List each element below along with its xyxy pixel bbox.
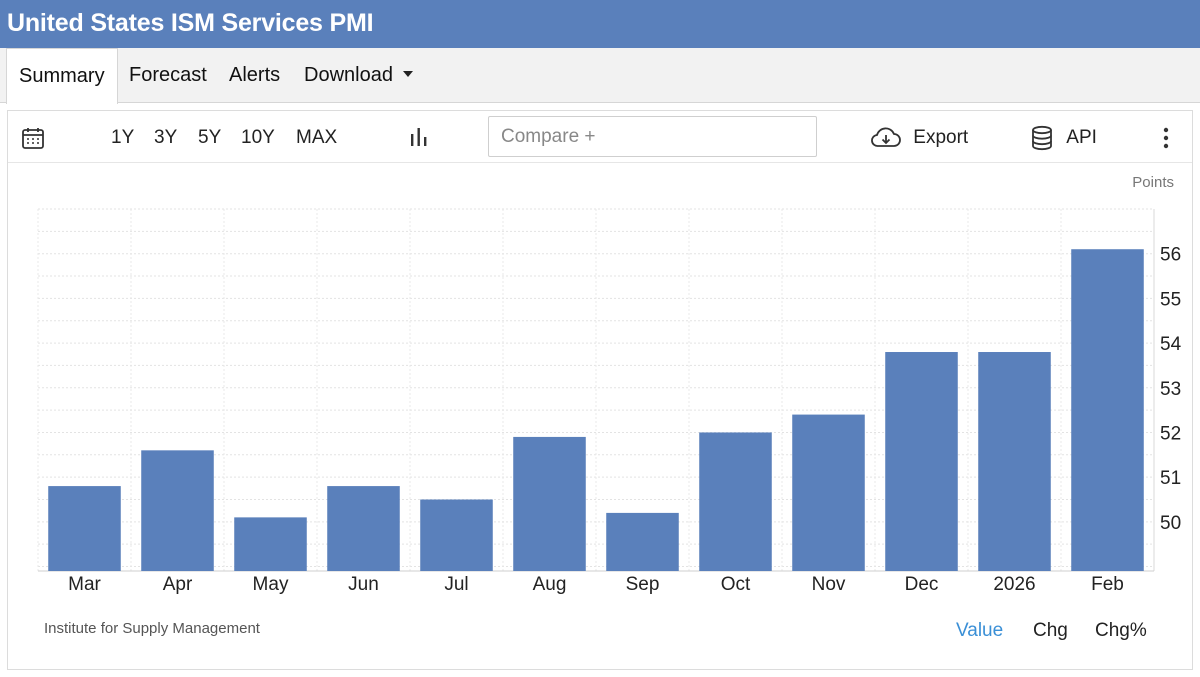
range-3y[interactable]: 3Y	[154, 127, 178, 148]
y-tick-label: 56	[1160, 245, 1181, 266]
y-tick-label: 52	[1160, 423, 1181, 444]
export-label: Export	[913, 127, 969, 148]
x-tick-label: Jun	[348, 574, 379, 595]
y-tick-label: 51	[1160, 468, 1181, 489]
bar-2026	[978, 352, 1051, 571]
x-tick-label: May	[253, 574, 289, 595]
tab-bar: Summary Forecast Alerts Download	[0, 48, 1200, 104]
y-tick-label: 50	[1160, 513, 1181, 534]
bar-may	[234, 517, 307, 571]
bar-oct	[699, 432, 772, 571]
y-tick-label: 53	[1160, 379, 1181, 400]
bar-mar	[48, 486, 121, 571]
mode-chg-pct[interactable]: Chg%	[1095, 620, 1147, 641]
bar-aug	[513, 436, 586, 571]
tab-download[interactable]: Download	[304, 48, 413, 103]
api-button[interactable]: API	[1031, 125, 1097, 151]
range-1y[interactable]: 1Y	[111, 127, 135, 148]
data-source: Institute for Supply Management	[44, 620, 260, 637]
title-bar: United States ISM Services PMI	[0, 0, 1200, 48]
calendar-icon[interactable]	[21, 126, 45, 156]
mode-chg[interactable]: Chg	[1033, 620, 1068, 641]
vertical-dots-icon[interactable]	[1162, 127, 1170, 155]
api-label: API	[1066, 127, 1097, 148]
bar-feb	[1071, 249, 1144, 571]
bar-chart-icon[interactable]	[408, 126, 430, 154]
bar-chart: Mar Apr May Jun Jul Aug Sep Oct Nov Dec 2026 Feb 50 5…	[37, 208, 1182, 595]
range-max[interactable]: MAX	[296, 127, 338, 148]
x-tick-label: Feb	[1091, 574, 1124, 595]
database-icon	[1032, 125, 1052, 151]
bar-jun	[327, 486, 400, 571]
x-tick-label: Mar	[68, 574, 101, 595]
compare-input[interactable]	[488, 116, 817, 157]
x-tick-label: Sep	[626, 574, 660, 595]
y-axis-unit-label: Points	[1132, 174, 1174, 191]
page-title: United States ISM Services PMI	[7, 9, 374, 37]
tab-alerts[interactable]: Alerts	[229, 64, 281, 86]
x-tick-label: Oct	[721, 574, 751, 595]
cloud-download-icon	[871, 127, 901, 147]
x-tick-label: Dec	[905, 574, 939, 595]
x-tick-label: 2026	[993, 574, 1035, 595]
bar-nov	[792, 414, 865, 571]
chart-toolbar: 1Y 3Y 5Y 10Y MAX Export	[8, 111, 1192, 163]
caret-down-icon	[402, 70, 413, 77]
x-tick-label: Jul	[444, 574, 468, 595]
range-5y[interactable]: 5Y	[198, 127, 222, 148]
bar-apr	[141, 450, 214, 571]
export-button[interactable]: Export	[870, 126, 968, 150]
mode-value[interactable]: Value	[956, 620, 1004, 641]
chart-panel: 1Y 3Y 5Y 10Y MAX Export	[7, 110, 1193, 670]
tab-download-label: Download	[304, 64, 393, 86]
bar-jul	[420, 499, 493, 571]
bar-dec	[885, 352, 958, 571]
tab-forecast[interactable]: Forecast	[129, 64, 207, 86]
x-tick-label: Aug	[533, 574, 567, 595]
x-tick-label: Apr	[163, 574, 193, 595]
tab-summary[interactable]: Summary	[6, 48, 118, 104]
y-tick-label: 54	[1160, 334, 1182, 355]
bar-sep	[606, 512, 679, 571]
range-10y[interactable]: 10Y	[241, 127, 275, 148]
x-tick-label: Nov	[812, 574, 846, 595]
y-tick-label: 55	[1160, 289, 1181, 310]
